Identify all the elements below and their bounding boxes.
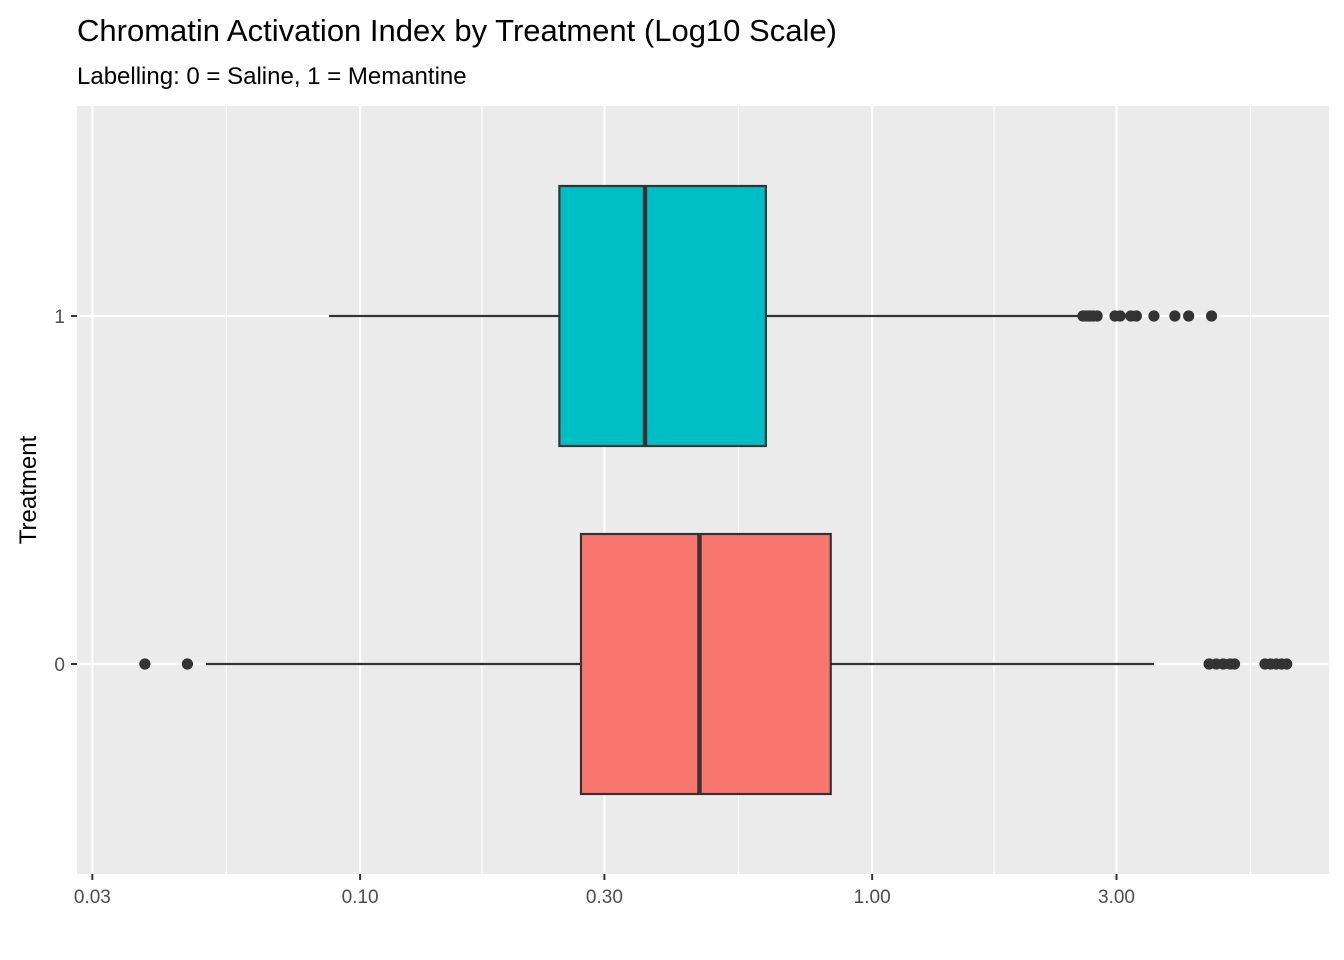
- outlier-point: [181, 658, 194, 670]
- boxplot-0: [139, 532, 1293, 796]
- y-tick-label: 1: [54, 307, 65, 328]
- x-tick-label: 3.00: [1098, 887, 1135, 908]
- x-tick-label: 1.00: [854, 887, 891, 908]
- x-tick-label: 0.10: [342, 887, 379, 908]
- y-axis: 01: [54, 307, 77, 676]
- outlier-point: [1205, 310, 1218, 322]
- y-tick-label: 0: [54, 655, 65, 676]
- iqr-box: [558, 184, 767, 448]
- outlier-point: [1169, 310, 1181, 322]
- outlier-point: [1183, 310, 1195, 322]
- outlier-point: [1228, 658, 1241, 670]
- outlier-point: [1114, 310, 1126, 322]
- iqr-box: [579, 532, 832, 796]
- x-tick-label: 0.30: [586, 887, 623, 908]
- x-tick-label: 0.03: [74, 887, 111, 908]
- outlier-point: [1091, 310, 1103, 322]
- outlier-point: [1148, 310, 1160, 322]
- x-axis: 0.03 0.10 0.30 1.00 3.00: [74, 874, 1135, 908]
- outlier-point: [1130, 310, 1142, 322]
- boxplots: [139, 184, 1293, 796]
- boxplot-1: [329, 184, 1218, 448]
- outlier-point: [139, 658, 151, 670]
- chart-subtitle: Labelling: 0 = Saline, 1 = Memantine: [77, 63, 467, 90]
- outlier-point: [1281, 658, 1293, 670]
- y-axis-title: Treatment: [15, 435, 42, 544]
- chart-title: Chromatin Activation Index by Treatment …: [77, 13, 837, 48]
